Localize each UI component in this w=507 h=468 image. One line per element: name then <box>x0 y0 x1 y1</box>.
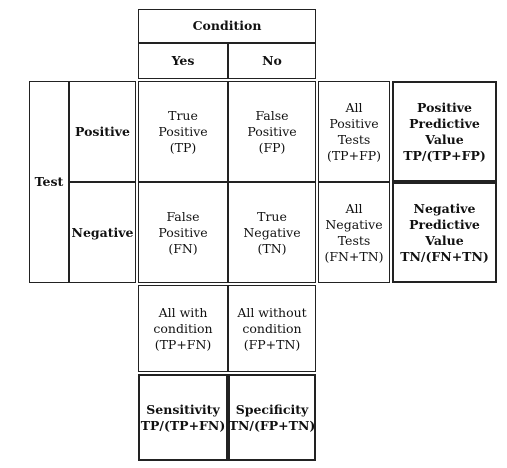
cell-text-line: (FN) <box>168 240 198 256</box>
cell-text-line: (FP+TN) <box>243 336 301 352</box>
test-header-label: Test <box>34 174 64 189</box>
test-positive-label: Positive <box>75 123 130 139</box>
cell-text-line: Positive <box>158 224 208 240</box>
cell-text-line: condition <box>242 320 302 336</box>
cell-text-line: Positive <box>247 123 297 139</box>
cell-text-line: TP/(TP+FP) <box>403 147 486 163</box>
true-positive-cell: True Positive (TP) <box>138 81 228 182</box>
condition-no-header: No <box>228 43 316 79</box>
cell-text-line: Negative <box>243 224 301 240</box>
sensitivity-cell: Sensitivity TP/(TP+FN) <box>138 374 228 461</box>
test-negative-label: Negative <box>71 224 134 240</box>
cell-text-line: All with <box>158 304 208 320</box>
condition-no-label: No <box>262 53 282 68</box>
cell-text-line: (TN) <box>257 240 287 256</box>
cell-text-line: Negative <box>413 200 476 216</box>
cell-text-line: (TP) <box>169 139 197 155</box>
cell-text-line: False <box>166 208 200 224</box>
all-positive-tests-cell: All Positive Tests (TP+FP) <box>318 81 390 182</box>
cell-text-line: True <box>168 107 198 123</box>
cell-text-line: All <box>345 200 363 216</box>
true-negative-cell: True Negative (TN) <box>228 182 316 283</box>
cell-text-line: (FN+TN) <box>324 248 384 264</box>
negative-predictive-value-cell: Negative Predictive Value TN/(FN+TN) <box>392 182 497 283</box>
cell-text-line: Positive <box>417 99 472 115</box>
cell-text-line: Negative <box>325 216 383 232</box>
cell-text-line: (TP+FP) <box>326 147 382 163</box>
condition-header: Condition <box>138 9 316 43</box>
condition-yes-header: Yes <box>138 43 228 79</box>
cell-text-line: (TP+FN) <box>154 336 212 352</box>
cell-text-line: condition <box>153 320 213 336</box>
cell-text-line: Tests <box>337 232 371 248</box>
cell-text-line: Sensitivity <box>146 401 220 417</box>
cell-text-line: Predictive <box>409 216 480 232</box>
cell-text-line: TN/(FP+TN) <box>228 417 316 433</box>
condition-yes-label: Yes <box>171 53 195 68</box>
cell-text-line: True <box>257 208 287 224</box>
cell-text-line: Positive <box>329 115 379 131</box>
all-negative-tests-cell: All Negative Tests (FN+TN) <box>318 182 390 283</box>
test-negative-header: Negative <box>69 182 136 283</box>
positive-predictive-value-cell: Positive Predictive Value TP/(TP+FP) <box>392 81 497 182</box>
cell-text-line: Value <box>425 232 464 248</box>
cell-text-line: All <box>345 99 363 115</box>
cell-text-line: TP/(TP+FN) <box>140 417 226 433</box>
cell-text-line: All without <box>237 304 307 320</box>
false-negative-cell: False Positive (FN) <box>138 182 228 283</box>
false-positive-cell: False Positive (FP) <box>228 81 316 182</box>
cell-text-line: False <box>255 107 289 123</box>
cell-text-line: Tests <box>337 131 371 147</box>
specificity-cell: Specificity TN/(FP+TN) <box>228 374 316 461</box>
all-without-condition-cell: All without condition (FP+TN) <box>228 285 316 372</box>
test-positive-header: Positive <box>69 81 136 182</box>
cell-text-line: Positive <box>158 123 208 139</box>
test-header: Test <box>29 81 69 283</box>
cell-text-line: (FP) <box>258 139 286 155</box>
cell-text-line: Predictive <box>409 115 480 131</box>
cell-text-line: Value <box>425 131 464 147</box>
cell-text-line: Specificity <box>235 401 309 417</box>
all-with-condition-cell: All with condition (TP+FN) <box>138 285 228 372</box>
cell-text-line: TN/(FN+TN) <box>400 248 489 264</box>
condition-header-label: Condition <box>192 18 262 33</box>
